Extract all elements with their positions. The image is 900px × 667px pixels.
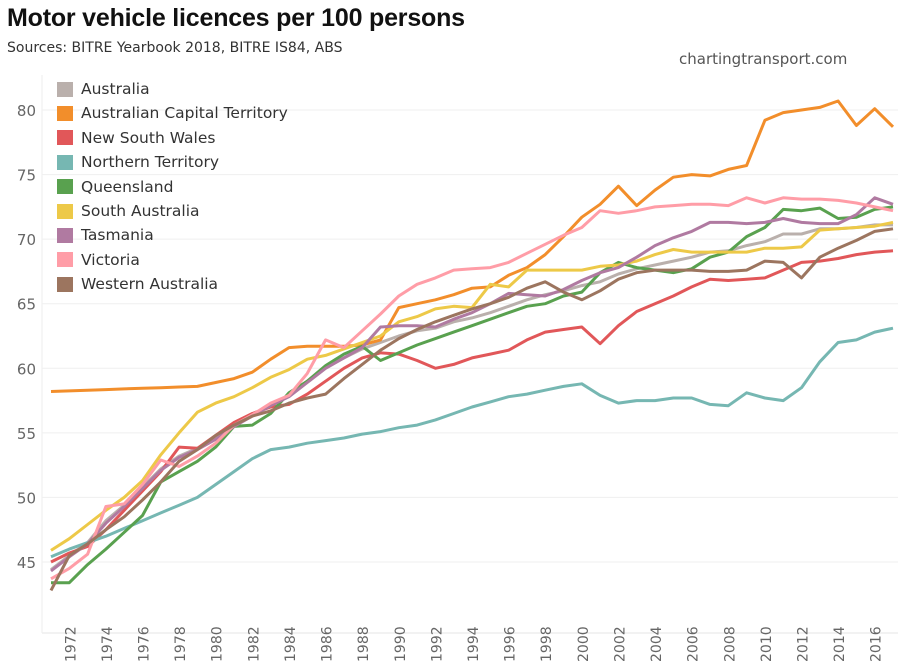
series-line-western-australia [49, 227, 894, 592]
y-tick-label: 50 [17, 489, 36, 507]
legend-item[interactable]: Queensland [57, 175, 173, 199]
legend-label: Victoria [81, 250, 140, 269]
y-tick-label: 55 [17, 425, 36, 443]
x-tick-label: 2010 [759, 626, 775, 662]
y-tick-label: 80 [17, 102, 36, 120]
legend-item[interactable]: Western Australia [57, 272, 218, 296]
legend-label: Queensland [81, 177, 174, 196]
legend-label: Western Australia [81, 275, 219, 294]
legend-item[interactable]: Tasmania [57, 223, 154, 247]
watermark: chartingtransport.com [679, 50, 848, 68]
y-tick-label: 65 [17, 296, 36, 314]
series-line-queensland [51, 205, 894, 585]
legend-swatch [57, 105, 73, 121]
x-tick-label: 1992 [429, 626, 445, 662]
chart-subtitle: Sources: BITRE Yearbook 2018, BITRE IS84… [7, 40, 343, 56]
x-tick-label: 1982 [246, 626, 262, 662]
legend-item[interactable]: Victoria [57, 248, 140, 272]
legend-label: South Australia [81, 202, 200, 220]
legend-swatch [57, 154, 73, 170]
x-tick-label: 2014 [832, 626, 848, 662]
legend-swatch [57, 81, 73, 97]
x-tick-label: 1996 [503, 626, 519, 662]
y-tick-label: 45 [17, 554, 36, 572]
legend-swatch [57, 130, 73, 146]
x-tick-label: 1974 [100, 626, 116, 662]
y-tick-label: 75 [17, 167, 36, 185]
legend-item[interactable]: Northern Territory [57, 150, 219, 174]
legend-label: Northern Territory [81, 153, 219, 172]
legend-swatch [57, 252, 73, 268]
legend-label: New South Wales [81, 128, 216, 147]
x-tick-label: 2000 [576, 626, 592, 662]
legend-item[interactable]: South Australia [57, 199, 200, 223]
legend-swatch [57, 203, 73, 219]
legend-item[interactable]: New South Wales [57, 126, 215, 150]
x-tick-label: 1986 [320, 626, 336, 662]
series-line-new-south-wales [50, 249, 894, 564]
x-tick-label: 2002 [612, 626, 628, 662]
x-tick-label: 2008 [722, 626, 738, 662]
legend-swatch [57, 179, 73, 195]
x-tick-label: 1984 [283, 626, 299, 662]
y-tick-label: 70 [17, 231, 36, 249]
legend-item[interactable]: Australian Capital Territory [57, 101, 288, 125]
x-tick-label: 2012 [795, 626, 811, 662]
chart-title: Motor vehicle licences per 100 persons [7, 4, 465, 32]
x-tick-label: 2006 [686, 626, 702, 662]
x-tick-label: 1976 [137, 626, 153, 662]
series-line-northern-territory [50, 326, 894, 559]
legend-label: Australian Capital Territory [81, 104, 288, 123]
x-tick-label: 1994 [466, 626, 482, 662]
x-tick-label: 1972 [63, 626, 79, 662]
legend-item[interactable]: Australia [57, 77, 150, 101]
x-tick-label: 1990 [393, 626, 409, 662]
series-line-australian-capital-territory [50, 99, 895, 393]
y-tick-label: 60 [17, 360, 36, 378]
series-line-victoria [50, 196, 894, 581]
x-tick-label: 1978 [173, 626, 189, 662]
legend-swatch [57, 227, 73, 243]
x-tick-label: 2016 [869, 626, 885, 662]
legend-swatch [57, 276, 73, 292]
legend-label: Tasmania [81, 226, 154, 245]
x-tick-label: 1980 [210, 626, 226, 662]
x-tick-label: 1988 [356, 626, 372, 662]
x-tick-label: 2004 [649, 626, 665, 662]
x-tick-label: 1998 [539, 626, 555, 662]
series-line-tasmania [50, 196, 894, 573]
legend-label: Australia [81, 80, 150, 98]
